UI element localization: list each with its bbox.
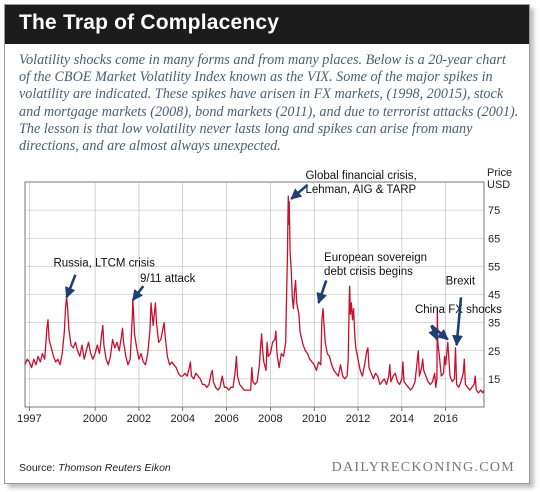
chart-card: The Trap of Complacency Volatility shock… [4,4,530,484]
source-note: Source: Thomson Reuters Eikon [19,462,171,474]
y-tick-label: 45 [488,290,500,302]
x-tick-label: 2010 [302,413,326,425]
x-tick-label: 2008 [258,413,282,425]
annotation-label-gfc: Global financial crisis, [305,170,416,182]
y-axis-title: Price [487,167,512,179]
y-tick-label: 75 [488,205,500,217]
x-tick-label: 2006 [214,413,238,425]
x-tick-label: 2002 [127,413,151,425]
vix-series-line [24,195,485,394]
y-tick-label: 65 [488,233,500,245]
annotation-arrow-china-2 [430,324,449,341]
y-tick-label: 15 [488,374,500,386]
source-label: Source: [19,462,59,474]
y-tick-label: 55 [488,261,500,273]
y-axis-unit: USD [487,179,510,191]
annotation-arrow-russia [65,274,77,299]
source-name: Thomson Reuters Eikon [58,462,171,474]
annotation-arrow-sept11 [131,285,145,301]
annotation-label-euro: debt crisis begins [324,266,413,278]
intro-text: Volatility shocks come in many forms and… [19,52,519,155]
annotation-label-russia: Russia, LTCM crisis [53,257,155,269]
annotation-label-euro: European sovereign [324,252,427,264]
x-tick-label: 2000 [83,413,107,425]
y-tick-label: 35 [488,318,500,330]
x-tick-label: 2012 [346,413,370,425]
x-tick-label: 2016 [433,413,457,425]
y-tick-label: 25 [488,346,500,358]
page-title: The Trap of Complacency [19,11,280,34]
annotation-arrow-brexit [452,297,463,347]
x-tick-label: 1997 [17,413,41,425]
annotation-label-brexit: Brexit [446,276,476,288]
annotation-label-sept11: 9/11 attack [140,273,196,285]
annotation-arrow-euro [316,280,328,304]
annotation-label-gfc: Lehman, AIG & TARP [305,184,416,196]
annotation-arrow-gfc [290,183,309,200]
x-tick-label: 2014 [390,413,414,425]
title-bar: The Trap of Complacency [5,5,529,44]
brand-logo: DAILYRECKONING.COM [331,460,515,475]
x-tick-label: 2004 [171,413,195,425]
